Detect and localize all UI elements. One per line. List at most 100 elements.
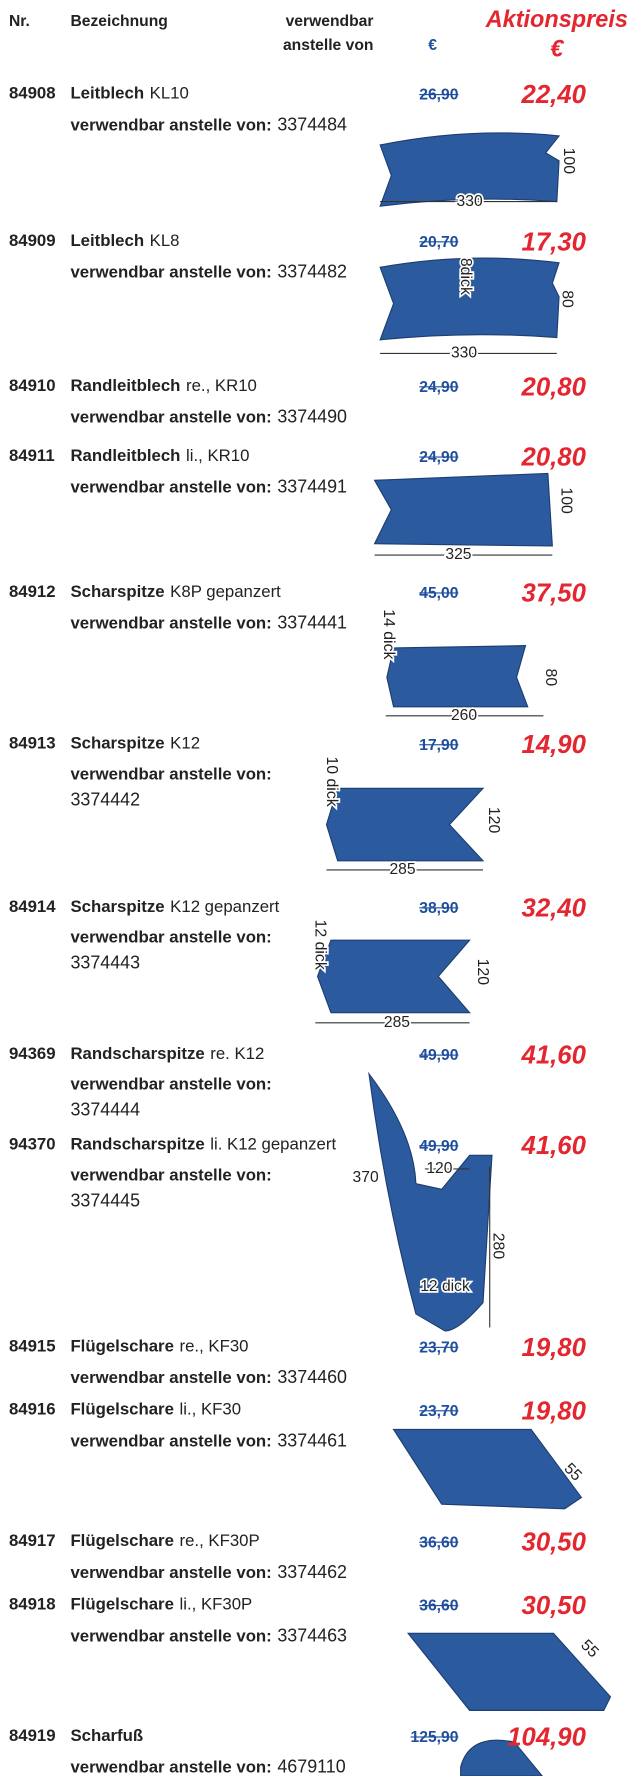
dimension-label: 120 bbox=[426, 1160, 452, 1177]
dimension-label: 285 bbox=[389, 861, 415, 878]
action-price: 19,80 bbox=[521, 1332, 586, 1362]
item-nr: 84919 bbox=[8, 1726, 56, 1746]
item-name-bold: Scharspitze bbox=[70, 897, 165, 917]
item-suffix: li., KF30P bbox=[179, 1594, 253, 1615]
ref-label: verwendbar anstelle von: bbox=[70, 1431, 272, 1451]
part-drawing bbox=[373, 472, 553, 547]
action-price: 20,80 bbox=[521, 441, 586, 472]
item-suffix: li., KR10 bbox=[186, 446, 250, 466]
ref-label: verwendbar anstelle von: bbox=[70, 1165, 272, 1185]
item-name: Flügelschare re., KF30 bbox=[70, 1337, 248, 1356]
ref-line: verwendbar anstelle von: 3374463 bbox=[70, 1627, 347, 1647]
ref-number: 3374482 bbox=[277, 262, 348, 283]
dimension-label: 100 bbox=[558, 487, 575, 514]
dimension-label: 12 dick bbox=[312, 920, 329, 970]
action-price: 14,90 bbox=[521, 729, 586, 759]
item-name-bold: Leitblech bbox=[70, 83, 145, 104]
item-name: Scharfuß bbox=[70, 1726, 148, 1745]
part-drawing bbox=[379, 257, 560, 341]
part-drawing bbox=[460, 1739, 543, 1776]
part-drawing bbox=[368, 1071, 493, 1332]
header-euro: € bbox=[428, 35, 437, 54]
item-nr: 94369 bbox=[8, 1044, 56, 1064]
dimension-label: 14 dick bbox=[380, 609, 397, 659]
item-suffix: re., KF30 bbox=[179, 1336, 249, 1356]
item-name: Flügelschare li., KF30P bbox=[70, 1595, 252, 1614]
ref-label: verwendbar anstelle von: bbox=[70, 613, 272, 634]
header-aktionspreis: Aktionspreis bbox=[485, 6, 628, 33]
ref-line: verwendbar anstelle von: 3374462 bbox=[70, 1563, 347, 1583]
old-price: 17,90 bbox=[419, 735, 459, 754]
item-name-bold: Flügelschare bbox=[70, 1531, 174, 1551]
item-suffix: re., KR10 bbox=[186, 376, 257, 396]
item-name-bold: Flügelschare bbox=[70, 1594, 174, 1615]
old-price: 24,90 bbox=[419, 377, 459, 396]
part-drawing bbox=[316, 939, 471, 1014]
dimension-label: 370 bbox=[353, 1169, 379, 1186]
action-price: 41,60 bbox=[521, 1039, 586, 1070]
dimension-label: 8dick bbox=[457, 258, 474, 295]
item-nr: 84912 bbox=[8, 582, 56, 602]
ref-label: verwendbar anstelle von: bbox=[70, 1626, 272, 1646]
part-drawing bbox=[392, 1428, 583, 1510]
item-name-bold: Randscharspitze bbox=[70, 1044, 205, 1064]
dimension-label: 100 bbox=[560, 148, 577, 175]
action-price: 17,30 bbox=[521, 226, 586, 256]
ref-number: 3374445 bbox=[70, 1191, 141, 1211]
item-name: Randscharspitze li. K12 gepanzert bbox=[70, 1135, 336, 1154]
item-name: Leitblech KL8 bbox=[70, 231, 179, 250]
item-name: Scharspitze K12 gepanzert bbox=[70, 897, 279, 916]
dimension-label: 330 bbox=[457, 193, 483, 210]
item-nr: 84909 bbox=[8, 231, 56, 251]
ref-label: verwendbar anstelle von: bbox=[70, 1563, 272, 1583]
item-nr: 84917 bbox=[8, 1531, 56, 1551]
ref-line: verwendbar anstelle von: 4679110 bbox=[70, 1758, 345, 1776]
part-drawing bbox=[325, 787, 485, 862]
old-price: 38,90 bbox=[419, 898, 459, 917]
header-bezeichnung: Bezeichnung bbox=[70, 11, 168, 30]
old-price: 49,90 bbox=[419, 1045, 459, 1064]
dimension-label: 80 bbox=[559, 290, 576, 308]
dimension-label: 280 bbox=[489, 1233, 506, 1260]
header-nr: Nr. bbox=[8, 11, 30, 30]
item-name: Flügelschare li., KF30 bbox=[70, 1400, 241, 1419]
item-name: Randleitblech re., KR10 bbox=[70, 376, 256, 395]
action-price: 32,40 bbox=[521, 892, 586, 923]
header-aktionspreis-euro: € bbox=[550, 36, 564, 63]
item-name: Scharspitze K12 bbox=[70, 734, 200, 753]
header-anstelle: anstelle von bbox=[282, 35, 374, 54]
item-name-bold: Flügelschare bbox=[70, 1400, 174, 1420]
old-price: 26,90 bbox=[419, 84, 459, 104]
action-price: 19,80 bbox=[521, 1395, 586, 1425]
item-suffix: li., KF30 bbox=[179, 1400, 242, 1420]
item-nr: 84908 bbox=[8, 83, 56, 104]
dimension-label: 330 bbox=[451, 345, 477, 362]
item-nr: 84918 bbox=[8, 1594, 56, 1615]
dimension-label: 260 bbox=[451, 707, 477, 724]
ref-line: verwendbar anstelle von: 3374441 bbox=[70, 614, 347, 634]
ref-number: 3374441 bbox=[277, 613, 348, 634]
ref-label: verwendbar anstelle von: bbox=[70, 477, 272, 498]
ref-number: 3374460 bbox=[277, 1368, 348, 1388]
old-price: 23,70 bbox=[419, 1337, 459, 1356]
item-suffix: re., KF30P bbox=[179, 1531, 260, 1551]
ref-number: 3374490 bbox=[277, 407, 348, 428]
old-price: 36,60 bbox=[419, 1595, 459, 1615]
ref-label: verwendbar anstelle von: bbox=[70, 764, 272, 784]
old-price: 125,90 bbox=[410, 1727, 459, 1746]
ref-label: verwendbar anstelle von: bbox=[70, 115, 272, 135]
item-name-bold: Randscharspitze bbox=[70, 1134, 205, 1155]
dimension-label: 80 bbox=[542, 669, 559, 687]
ref-line: verwendbar anstelle von: 3374482 bbox=[70, 263, 347, 283]
action-price: 22,40 bbox=[521, 79, 586, 109]
item-suffix: K12 gepanzert bbox=[170, 897, 280, 917]
part-drawing bbox=[386, 645, 529, 708]
old-price: 23,70 bbox=[419, 1401, 459, 1420]
item-suffix: li. K12 gepanzert bbox=[210, 1134, 337, 1155]
ref-number: 3374484 bbox=[277, 115, 348, 135]
dimension-label: 55 bbox=[577, 1637, 601, 1662]
old-price: 49,90 bbox=[419, 1136, 459, 1155]
dimension-label: 325 bbox=[445, 546, 471, 563]
